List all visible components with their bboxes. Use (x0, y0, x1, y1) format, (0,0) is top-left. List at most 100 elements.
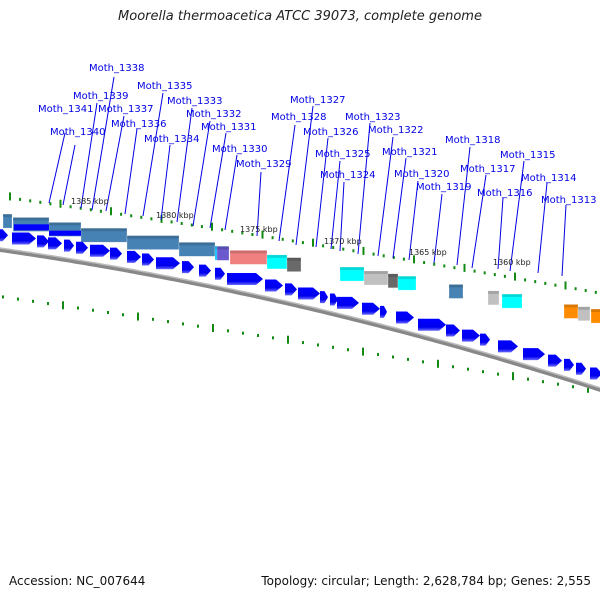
label-leader-line (537, 182, 548, 274)
gene-label: Moth_1335 (137, 81, 192, 92)
gene-arrow (498, 340, 518, 353)
major-tick (564, 281, 567, 290)
minor-tick (574, 287, 577, 291)
minor-tick (231, 229, 234, 233)
steelblue-feature-box (448, 284, 464, 299)
label-leader-line (192, 120, 211, 227)
minor-tick (197, 324, 199, 328)
minor-tick (79, 206, 82, 210)
minor-tick (572, 385, 574, 389)
gene-label: Moth_1318 (445, 135, 500, 146)
dimgray-feature-box (286, 257, 302, 272)
minor-tick (452, 365, 454, 369)
major-tick (512, 372, 514, 381)
major-tick (437, 359, 439, 368)
feature-box-shade (179, 242, 215, 246)
gene-label: Moth_1326 (303, 127, 358, 138)
minor-tick (200, 225, 203, 229)
gene-arrow (380, 305, 387, 318)
gene-arrow (127, 250, 141, 263)
minor-tick (342, 247, 345, 251)
gene-label: Moth_1336 (111, 119, 166, 130)
minor-tick (221, 228, 224, 232)
label-leader-line (357, 122, 371, 255)
minor-tick (19, 197, 22, 201)
minor-tick (554, 283, 557, 287)
minor-tick (242, 331, 244, 335)
label-leader-line (278, 124, 296, 242)
major-tick (362, 246, 365, 255)
gene-arrow (330, 293, 338, 306)
kbp-marker: 1380 kbp (156, 211, 194, 220)
minor-tick (257, 333, 259, 337)
minor-tick (382, 254, 385, 258)
feature-box-shade (3, 214, 12, 218)
minor-tick (392, 255, 395, 259)
minor-tick (281, 237, 284, 241)
gene-arrow (285, 283, 297, 296)
minor-tick (291, 239, 294, 243)
minor-tick (227, 329, 229, 333)
gene-label: Moth_1315 (500, 150, 555, 161)
minor-tick (443, 264, 446, 268)
feature-box-shade (81, 228, 127, 232)
minor-tick (89, 208, 92, 212)
gene-arrow (199, 264, 211, 277)
gene-arrow (12, 232, 36, 245)
cyan-feature-box (501, 293, 523, 309)
minor-tick (170, 220, 173, 224)
major-tick (62, 301, 64, 310)
label-leader-line (160, 144, 171, 221)
gene-label: Moth_1314 (521, 173, 576, 184)
minor-tick (433, 262, 436, 266)
gene-label: Moth_1329 (236, 159, 291, 170)
minor-tick (542, 380, 544, 384)
gene-label: Moth_1325 (315, 149, 370, 160)
minor-tick (180, 221, 183, 225)
minor-tick (524, 278, 527, 282)
gene-arrow (590, 367, 600, 380)
minor-tick (182, 322, 184, 326)
blue-feature-box (49, 230, 81, 236)
major-tick (9, 192, 11, 201)
gene-label: Moth_1337 (98, 104, 153, 115)
minor-tick (241, 231, 244, 235)
minor-tick (407, 357, 409, 361)
minor-tick (557, 382, 559, 386)
label-leader-line (295, 105, 314, 246)
minor-tick (467, 367, 469, 371)
backbone-line (0, 247, 600, 389)
minor-tick (107, 311, 109, 315)
label-leader-line (80, 102, 98, 209)
blue-feature-box (14, 224, 49, 231)
silver-feature-box (487, 290, 500, 306)
gene-labels: Moth_1341 Moth_1340 Moth_1339 Moth_1338 Moth… (38, 63, 596, 206)
gene-arrow (64, 239, 74, 252)
minor-tick (69, 205, 72, 209)
minor-tick (594, 290, 597, 294)
minor-tick (453, 266, 456, 270)
minor-tick (482, 370, 484, 374)
gene-arrow (298, 287, 320, 300)
minor-tick (190, 223, 193, 227)
minor-tick (493, 273, 496, 277)
major-tick (514, 272, 516, 281)
minor-tick (483, 271, 486, 275)
feature-box-shade (287, 257, 301, 261)
gene-arrow (396, 311, 414, 324)
gene-arrow (227, 273, 263, 286)
major-tick (211, 222, 213, 231)
label-leader-line (62, 144, 76, 206)
minor-tick (377, 353, 379, 357)
minor-tick (150, 217, 153, 221)
minor-tick (473, 269, 476, 273)
gene-arrow (142, 253, 154, 266)
minor-tick (152, 317, 154, 321)
kbp-marker: 1375 kbp (240, 225, 278, 234)
major-tick (261, 230, 264, 239)
gene-arrow (523, 348, 545, 361)
minor-tick (372, 252, 375, 256)
gene-label: Moth_1322 (368, 125, 423, 136)
feature-box-track (2, 213, 600, 324)
